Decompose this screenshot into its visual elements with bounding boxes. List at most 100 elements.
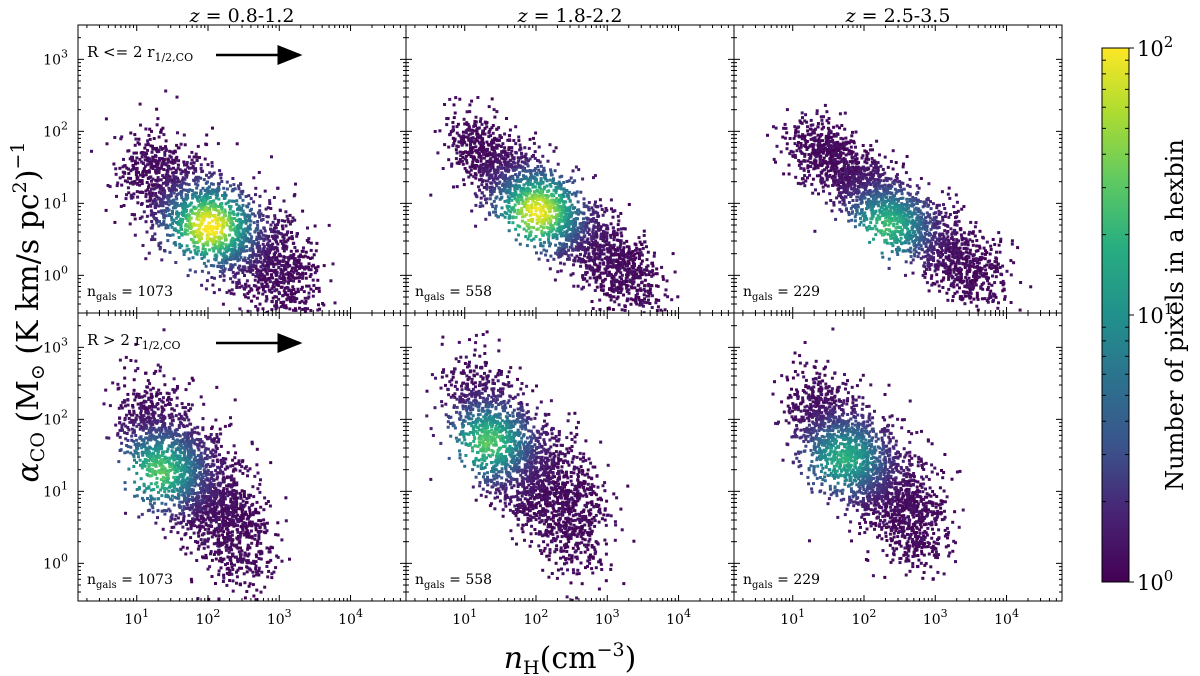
hexbin-cell	[201, 202, 205, 206]
hexbin-cell	[516, 198, 520, 202]
hexbin-cell	[528, 213, 532, 217]
hexbin-cell	[619, 289, 623, 292]
hexbin-cell	[557, 255, 561, 259]
hexbin-cell	[286, 217, 290, 221]
hexbin-cell	[214, 196, 218, 200]
hexbin-cell	[462, 178, 465, 182]
hexbin-cell	[288, 222, 292, 226]
hexbin-cell	[841, 196, 845, 200]
hexbin-cell	[142, 167, 146, 171]
hexbin-cell	[143, 164, 147, 168]
hexbin-cell	[673, 270, 677, 274]
hexbin-cell	[181, 204, 185, 208]
hexbin-cell	[538, 238, 542, 242]
hexbin-cell	[147, 185, 150, 189]
hexbin-cell	[172, 179, 176, 183]
hexbin-cell	[290, 327, 293, 330]
hexbin-cell	[503, 199, 507, 203]
hexbin-cell	[806, 166, 810, 170]
hexbin-cell	[302, 246, 305, 250]
hexbin-cell	[533, 202, 537, 206]
hexbin-cell	[180, 169, 184, 173]
hexbin-cell	[229, 225, 233, 229]
hexbin-cell	[160, 186, 164, 190]
hexbin-cell	[489, 193, 493, 197]
hexbin-cell	[318, 307, 322, 311]
hexbin-cell	[261, 307, 265, 311]
hexbin-cell	[474, 224, 478, 228]
hexbin-cell	[582, 221, 585, 225]
hexbin-cell	[625, 273, 628, 277]
hexbin-cell	[587, 283, 591, 287]
hexbin-cell	[985, 272, 988, 276]
hexbin-cell	[150, 187, 153, 191]
hexbin-cell	[607, 306, 611, 310]
hexbin-cell	[138, 216, 142, 220]
hexbin-cell	[495, 184, 499, 188]
hexbin-cell	[135, 190, 139, 194]
hexbin-cell	[466, 122, 469, 126]
hexbin-cell	[479, 144, 483, 148]
hexbin-cell	[453, 137, 457, 141]
hexbin-cell	[499, 196, 503, 200]
hexbin-cell	[168, 149, 172, 153]
hexbin-cell	[511, 192, 515, 196]
hexbin-cell	[620, 253, 624, 257]
hexbin-cell	[284, 267, 288, 271]
hexbin-cell	[616, 269, 620, 273]
hexbin-cell	[305, 284, 309, 288]
hexbin-cell	[487, 211, 491, 215]
hexbin-cell	[582, 240, 586, 244]
hexbin-cell	[233, 238, 237, 242]
hexbin-cell	[175, 155, 179, 159]
hexbin-cell	[174, 201, 178, 205]
hexbin-cell	[281, 294, 285, 297]
hexbin-cell	[220, 180, 224, 183]
hexbin-cell	[301, 266, 305, 270]
hexbin-cell	[566, 192, 570, 196]
hexbin-cell	[558, 252, 562, 256]
hexbin-cell	[243, 256, 247, 260]
hexbin-cell	[924, 272, 927, 276]
hexbin-cell	[127, 191, 131, 195]
hexbin-cell	[499, 173, 502, 177]
hexbin-cell	[183, 143, 187, 147]
hexbin-cell	[529, 173, 533, 177]
hexbin-cell	[257, 291, 261, 295]
hexbin-cell	[609, 251, 613, 254]
hexbin-cell	[884, 223, 887, 226]
hexbin-cell	[169, 167, 173, 171]
hexbin-cell	[642, 315, 645, 318]
hexbin-cell	[495, 157, 499, 161]
hexbin-cell	[274, 325, 277, 328]
hexbin-cell	[635, 268, 638, 272]
hexbin-cell	[608, 259, 612, 263]
hexbin-cell	[312, 284, 316, 287]
hexbin-cell	[263, 256, 267, 260]
hexbin-cell	[570, 211, 574, 215]
hexbin-cell	[505, 199, 509, 203]
hexbin-cell	[564, 200, 568, 204]
hexbin-cell	[244, 235, 248, 239]
hexbin-cell	[516, 208, 520, 212]
hexbin-cell	[140, 215, 144, 219]
hexbin-cell	[467, 175, 471, 179]
hexbin-cell	[129, 131, 133, 135]
hexbin-cell	[552, 149, 556, 153]
hexbin-cell	[475, 150, 479, 154]
hexbin-cell	[255, 260, 259, 264]
hexbin-cell	[238, 285, 242, 289]
hexbin-cell	[528, 189, 532, 193]
hexbin-cell	[578, 226, 582, 230]
hexbin-cell	[443, 143, 447, 147]
hexbin-cell	[119, 205, 123, 208]
hexbin-cell	[258, 237, 261, 241]
hexbin-cell	[223, 260, 227, 264]
hexbin-cell	[826, 169, 830, 173]
hexbin-cell	[300, 299, 304, 303]
hexbin-cell	[154, 192, 158, 195]
hexbin-cell	[493, 149, 496, 153]
hexbin-cell	[451, 129, 455, 133]
hexbin-cell	[166, 233, 169, 237]
hexbin-cell	[185, 228, 189, 232]
